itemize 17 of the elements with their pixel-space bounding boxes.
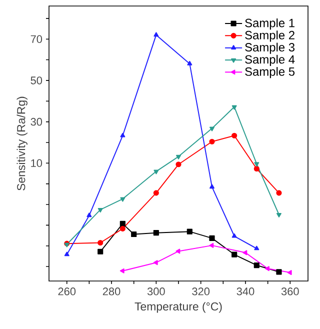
y-tick-label: 30 bbox=[30, 118, 42, 126]
legend-label: Sample 4 bbox=[245, 54, 295, 66]
y-axis-title: Sensitivity (Ra/Rg) bbox=[16, 96, 28, 190]
legend-label: Sample 3 bbox=[245, 42, 295, 54]
x-tick-label: 360 bbox=[281, 288, 299, 296]
x-tick-label: 280 bbox=[102, 288, 120, 296]
x-axis-title: Temperature (°C) bbox=[134, 302, 222, 313]
x-tick-label: 300 bbox=[147, 288, 165, 296]
legend-label: Sample 1 bbox=[245, 18, 294, 30]
legend-label: Sample 2 bbox=[245, 30, 294, 42]
y-tick-label: 50 bbox=[30, 76, 42, 84]
x-tick-label: 320 bbox=[192, 288, 210, 296]
x-tick-label: 340 bbox=[236, 288, 254, 296]
x-tick-label: 260 bbox=[58, 288, 76, 296]
y-tick-label: 70 bbox=[30, 35, 42, 43]
y-tick-label: 10 bbox=[31, 159, 42, 168]
legend-label: Sample 5 bbox=[245, 67, 295, 78]
